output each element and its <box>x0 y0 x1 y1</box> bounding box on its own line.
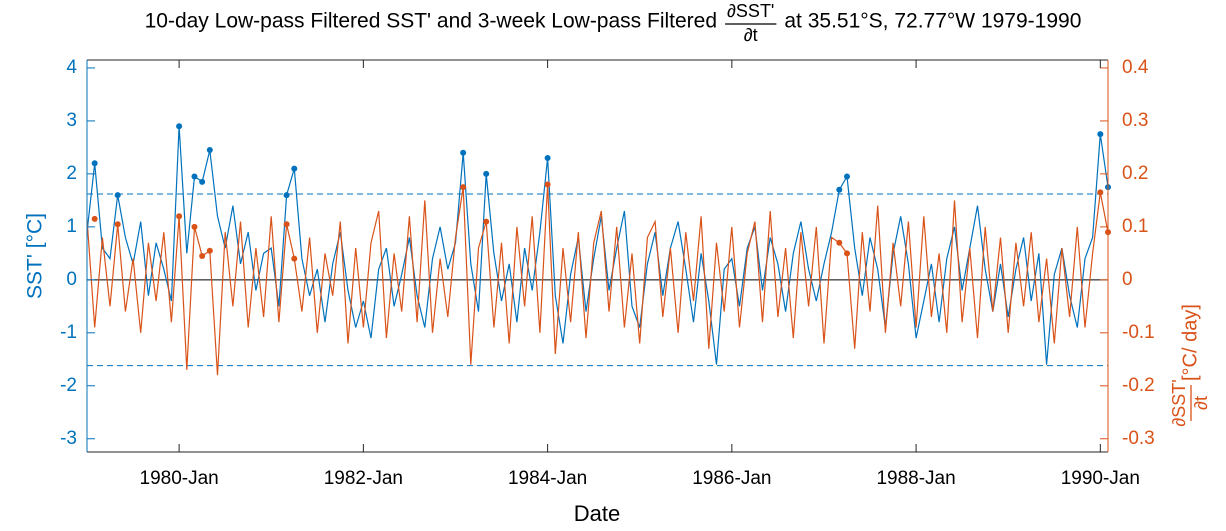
peak-marker <box>836 186 843 193</box>
peak-marker <box>483 170 490 177</box>
peak-marker <box>199 253 206 259</box>
y2-tick-label: -0.3 <box>1122 428 1155 449</box>
y-tick-label: 1 <box>66 216 77 237</box>
title-denominator: ∂t <box>744 25 758 45</box>
y2-tick-label: 0.2 <box>1122 163 1148 184</box>
y2-tick-label: -0.1 <box>1122 322 1155 343</box>
peak-marker <box>206 147 213 154</box>
peak-marker <box>191 173 198 180</box>
y2-tick-label: 0.1 <box>1122 216 1148 237</box>
x-tick-label: 1982-Jan <box>324 468 403 489</box>
x-tick-label: 1984-Jan <box>508 468 587 489</box>
series-line <box>86 184 1109 376</box>
peak-marker <box>283 221 290 228</box>
peak-marker <box>483 218 490 225</box>
peak-marker <box>843 173 850 180</box>
y-tick-label: 4 <box>66 57 77 78</box>
x-axis-label: Date <box>574 501 620 526</box>
peak-marker <box>1097 189 1104 196</box>
title-text: at 35.51°S, 72.77°W 1979-1990 <box>784 10 1081 33</box>
peak-marker <box>114 221 121 228</box>
y2-axis-label: ∂SST' ∂t [°C/ day] <box>1169 304 1211 427</box>
peak-marker <box>843 250 850 257</box>
x-tick-label: 1986-Jan <box>692 468 771 489</box>
peak-marker <box>91 160 98 167</box>
y-tick-label: -1 <box>60 322 77 343</box>
series-line <box>86 126 1109 365</box>
chart-title: 10-day Low-pass Filtered SST' and 3-week… <box>145 1 1082 45</box>
peak-marker <box>114 192 121 199</box>
y2-tick-label: 0.3 <box>1122 110 1148 131</box>
peak-marker <box>191 223 198 230</box>
x-tick-label: 1988-Jan <box>876 468 955 489</box>
x-tick-label: 1990-Jan <box>1061 468 1140 489</box>
peak-marker <box>544 181 551 188</box>
peak-marker <box>460 184 467 191</box>
peak-marker <box>283 192 290 199</box>
y2-label-numerator: ∂SST' <box>1169 379 1189 426</box>
peak-marker <box>460 149 467 156</box>
peak-marker <box>176 123 183 130</box>
peak-marker <box>176 213 183 220</box>
y2-tick-label: -0.2 <box>1122 375 1155 396</box>
y-tick-label: -2 <box>60 375 77 396</box>
title-text: 10-day Low-pass Filtered SST' and 3-week… <box>145 10 717 33</box>
peak-marker <box>199 178 206 185</box>
peak-marker <box>1097 131 1104 138</box>
y-tick-label: -3 <box>60 428 77 449</box>
y-tick-label: 2 <box>66 163 77 184</box>
y2-label-unit: [°C/ day] <box>1179 304 1201 381</box>
peak-marker <box>91 215 98 222</box>
peak-marker <box>291 165 298 172</box>
y-tick-label: 3 <box>66 110 77 131</box>
y-axis-label: SST' [°C] <box>24 213 47 299</box>
peak-marker <box>291 255 298 262</box>
y2-label-denominator: ∂t <box>1191 396 1211 410</box>
title-numerator: ∂SST' <box>727 1 774 21</box>
y-tick-label: 0 <box>66 269 77 290</box>
x-tick-label: 1980-Jan <box>140 468 219 489</box>
peak-marker <box>836 239 843 246</box>
y2-tick-label: 0.4 <box>1122 57 1149 78</box>
peak-marker <box>544 155 551 161</box>
peak-marker <box>206 247 213 254</box>
y2-tick-label: 0 <box>1122 269 1133 290</box>
